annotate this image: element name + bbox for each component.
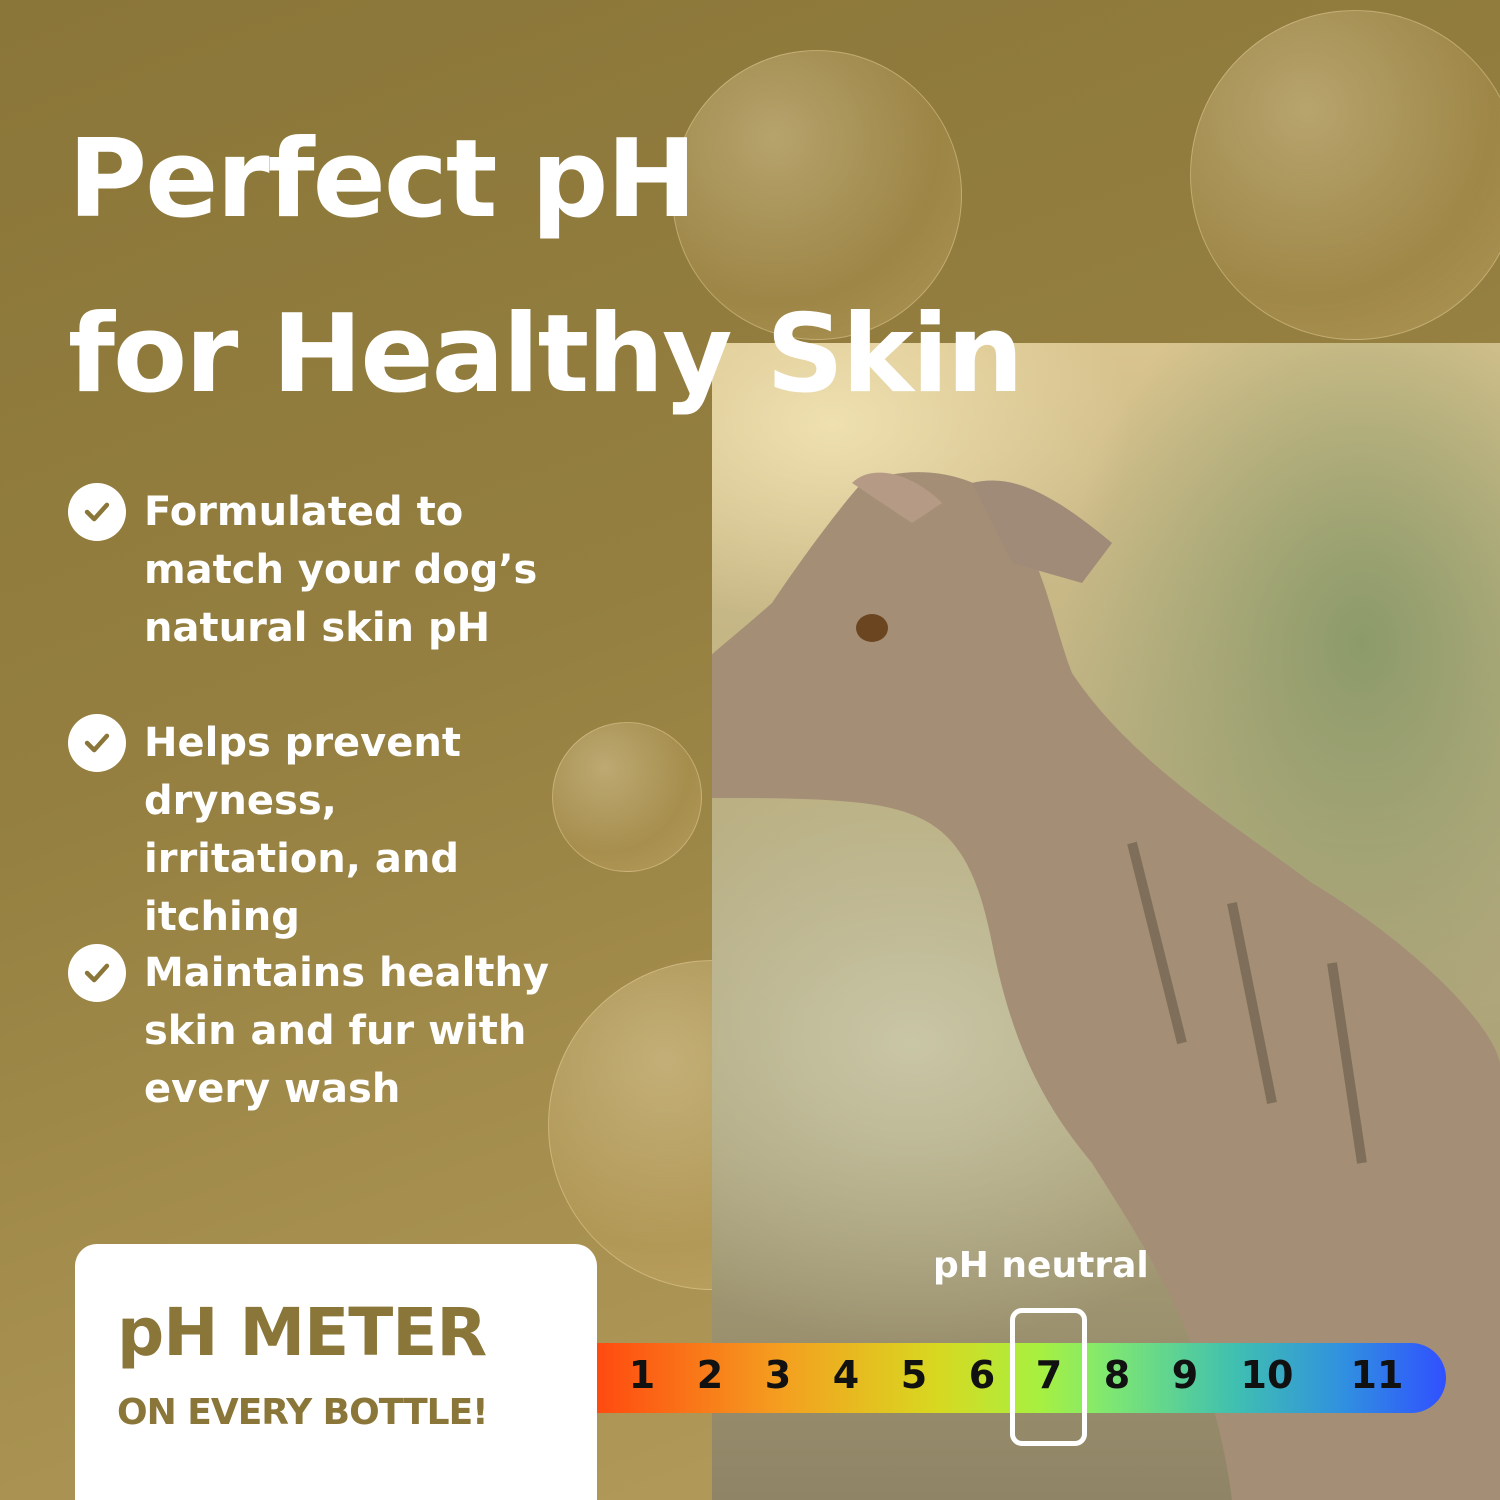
ph-value: 2	[696, 1353, 724, 1397]
ph-value: 11	[1350, 1353, 1404, 1397]
bubble	[552, 722, 702, 872]
headline-line-1: Perfect pH	[68, 117, 697, 242]
check-circle-icon	[68, 944, 126, 1002]
ph-scale: 1 2 3 4 5 6 7 8 9 10 11	[597, 1343, 1446, 1413]
feature-item: Helps prevent dryness, irritation, and i…	[68, 714, 564, 946]
check-circle-icon	[68, 714, 126, 772]
bubble	[1190, 10, 1500, 340]
ph-value: 8	[1103, 1353, 1131, 1397]
feature-text: Formulated to match your dog’s natural s…	[144, 489, 538, 651]
dog-photo	[712, 343, 1500, 1500]
check-circle-icon	[68, 483, 126, 541]
feature-text: Maintains healthy skin and fur with ever…	[144, 950, 549, 1112]
greyhound-illustration	[712, 472, 1500, 1500]
ph-neutral-label: pH neutral	[933, 1245, 1149, 1286]
ph-highlight-box	[1010, 1308, 1087, 1446]
badge-subtitle: ON EVERY BOTTLE!	[117, 1392, 489, 1433]
ph-value: 6	[968, 1353, 996, 1397]
ph-meter-badge: pH METER ON EVERY BOTTLE!	[75, 1244, 597, 1500]
feature-item: Maintains healthy skin and fur with ever…	[68, 944, 564, 1118]
bubble	[672, 50, 962, 340]
feature-text: Helps prevent dryness, irritation, and i…	[144, 720, 461, 940]
ph-value: 4	[832, 1353, 860, 1397]
feature-item: Formulated to match your dog’s natural s…	[68, 483, 614, 657]
ph-value: 9	[1171, 1353, 1199, 1397]
ph-value: 5	[900, 1353, 928, 1397]
headline-line-2: for Healthy Skin	[68, 292, 1024, 417]
headline: Perfect pH for Healthy Skin	[68, 92, 1024, 442]
ph-value: 7	[1035, 1353, 1063, 1397]
ph-value: 10	[1240, 1353, 1294, 1397]
ph-value: 1	[628, 1353, 656, 1397]
ph-value: 3	[764, 1353, 792, 1397]
badge-title: pH METER	[117, 1294, 487, 1371]
